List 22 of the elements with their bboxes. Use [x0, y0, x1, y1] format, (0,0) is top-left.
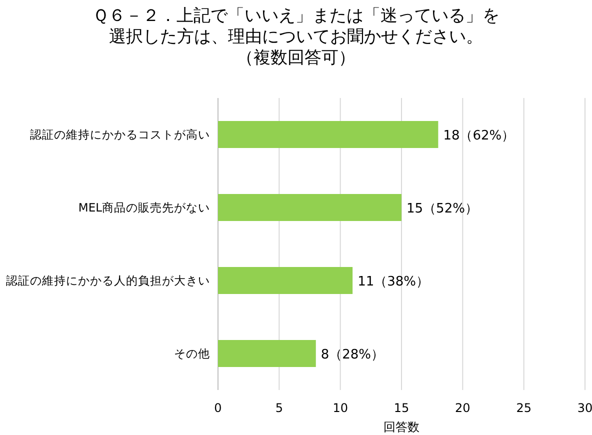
y-tick-label: 認証の維持にかかる人的負担が大きい: [6, 274, 210, 288]
data-label: 8（28%）: [320, 348, 384, 362]
x-axis-title: 回答数: [384, 420, 420, 434]
x-tick-label: 30: [577, 401, 592, 415]
chart-title: Ｑ６－２．上記で「いいえ」または「迷っている」を選択した方は、理由についてお聞かせください。: [92, 6, 500, 48]
data-label: 11（38%）: [358, 274, 430, 290]
x-tick-label: 5: [275, 401, 283, 415]
data-label: 15（52%）: [406, 202, 478, 216]
y-tick-label: MEL商品の販売先がない: [78, 200, 210, 214]
chart-subtitle: （複数回答可）: [236, 48, 356, 69]
x-tick-label: 20: [455, 401, 470, 415]
y-tick-label: 認証の維持にかかるコストが高い: [30, 128, 210, 142]
x-tick-label: 25: [516, 401, 532, 415]
bar: [218, 120, 438, 148]
x-tick-label: 15: [394, 401, 410, 415]
x-tick-label: 10: [332, 401, 348, 415]
y-tick-label: その他: [174, 346, 210, 360]
bar: [218, 266, 353, 294]
x-tick-label: 0: [214, 401, 222, 415]
bar: [218, 194, 402, 222]
data-label: 18（62%）: [443, 128, 515, 144]
bar: [218, 340, 316, 368]
